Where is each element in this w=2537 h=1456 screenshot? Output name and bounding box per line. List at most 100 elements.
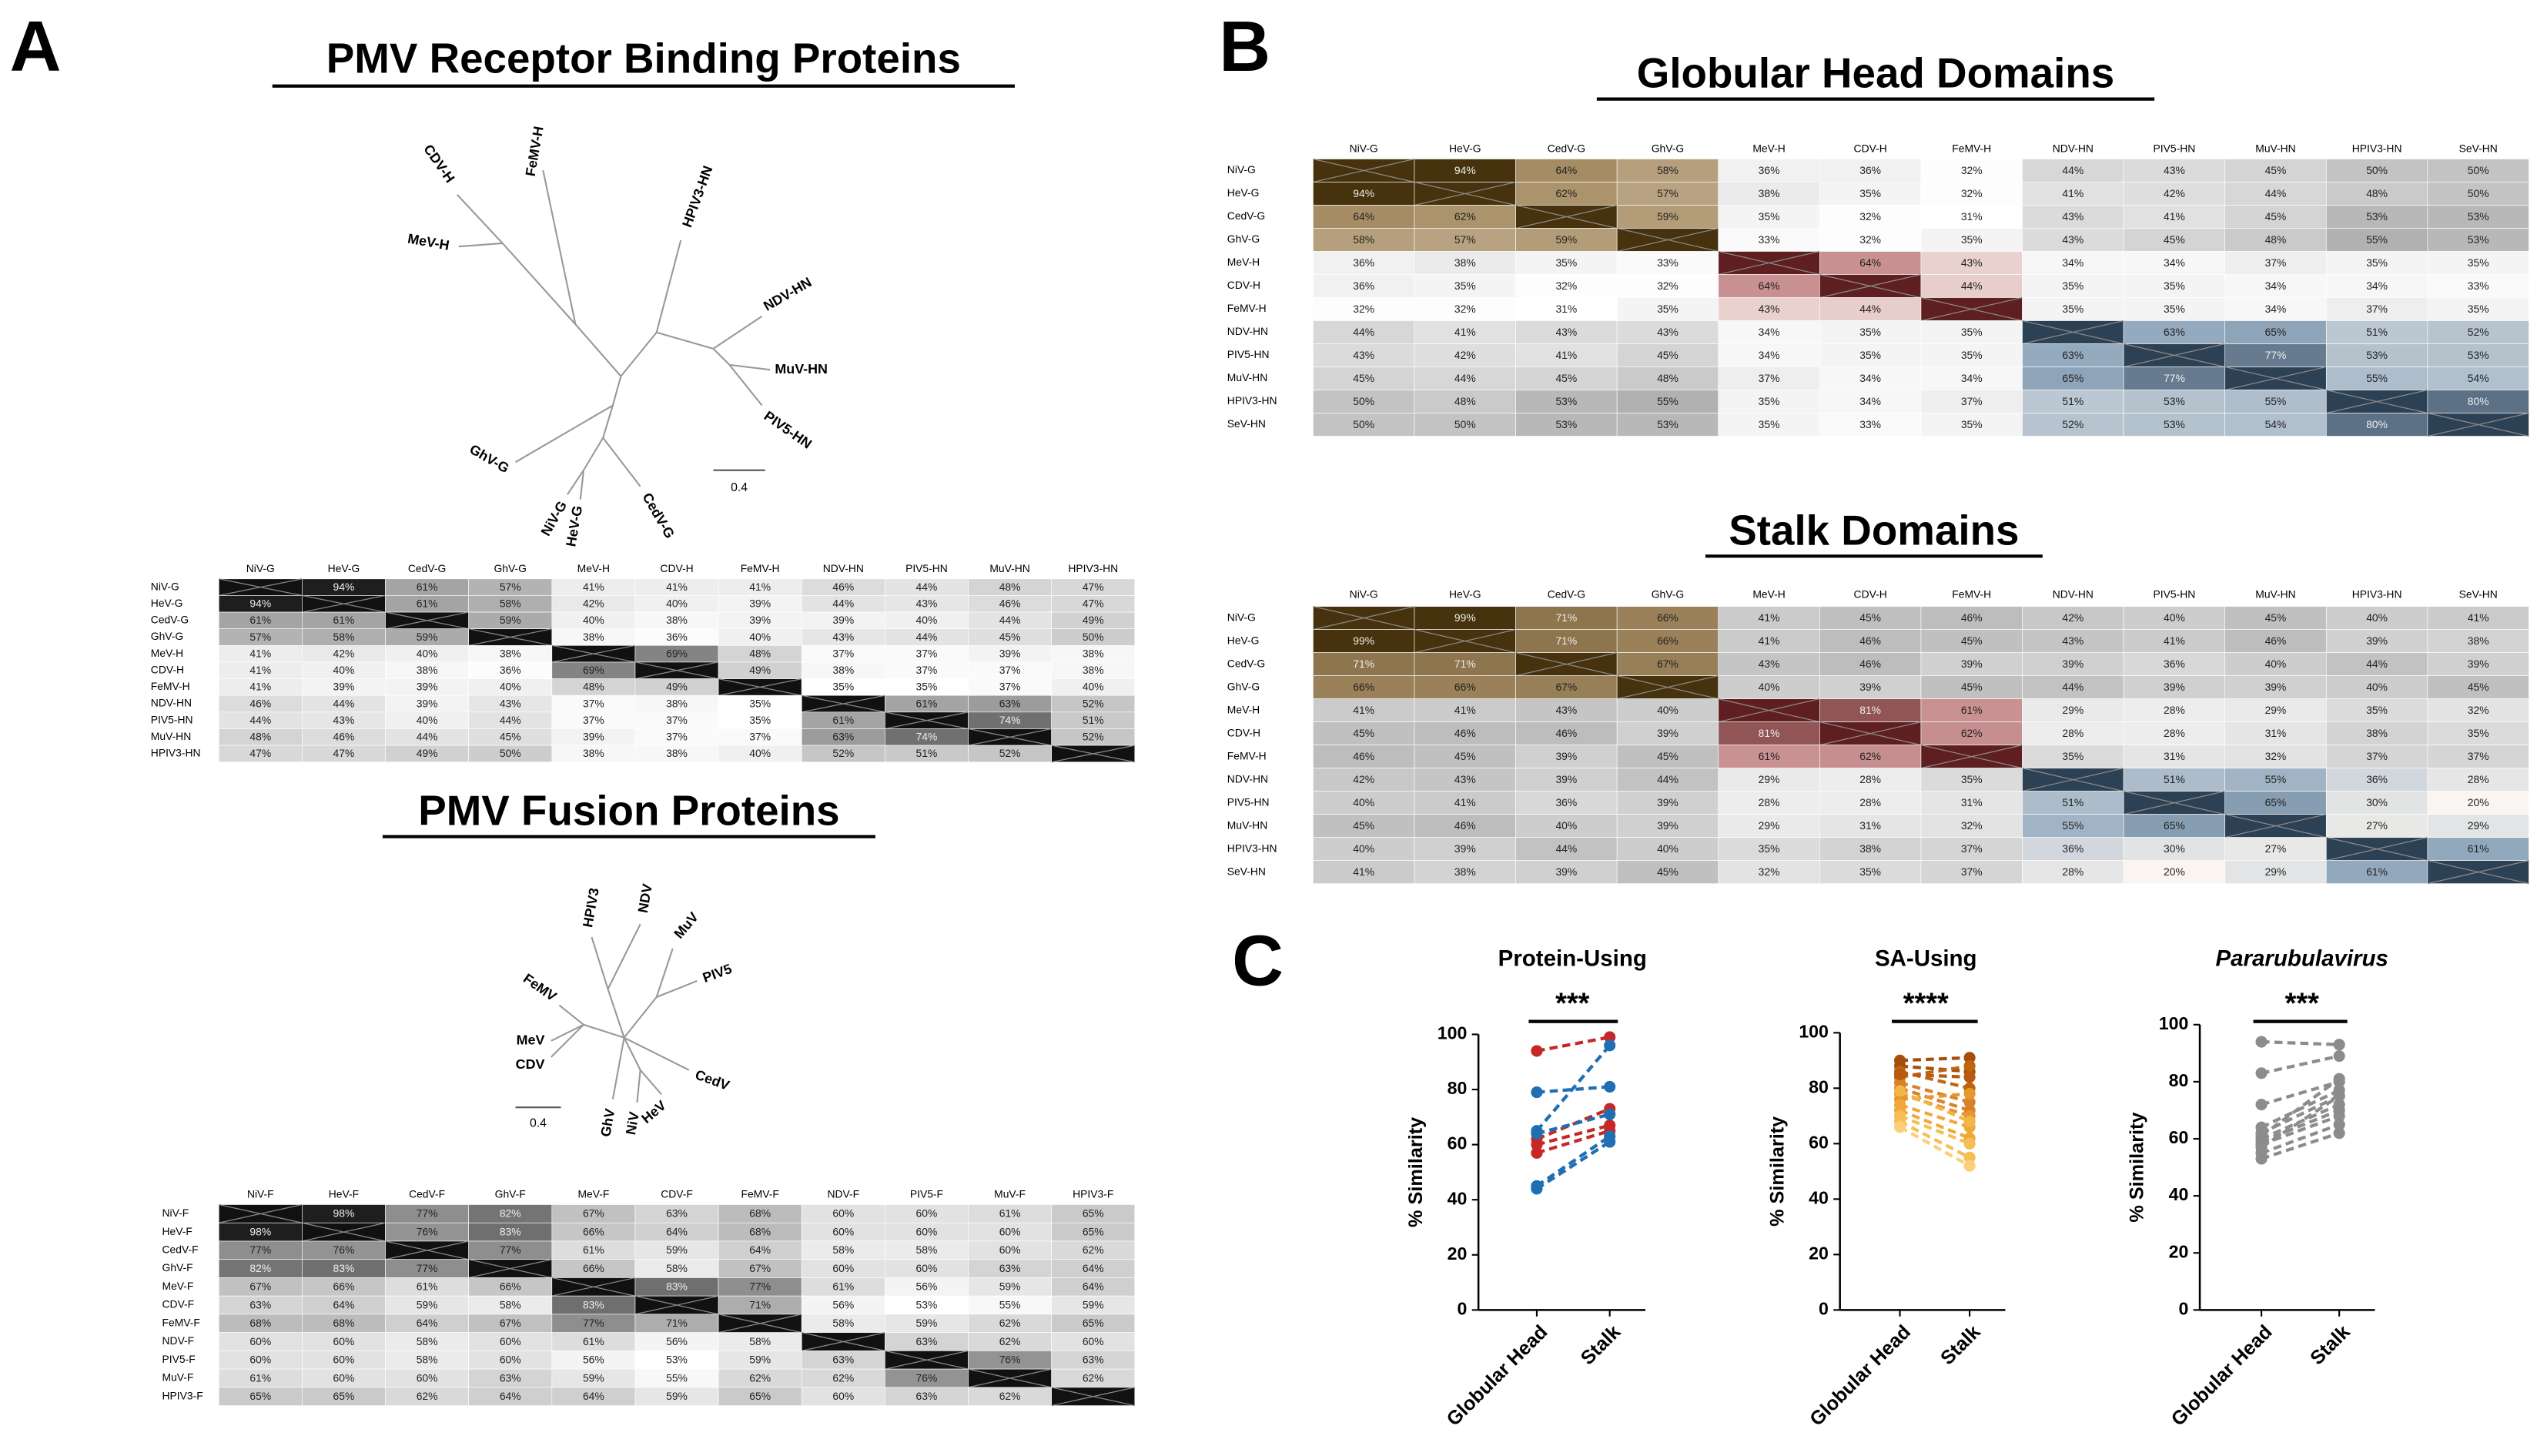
matrix-cell bbox=[2123, 297, 2226, 321]
matrix-cell bbox=[2123, 606, 2226, 630]
matrix-cell bbox=[2123, 652, 2226, 676]
data-point bbox=[1963, 1115, 1976, 1128]
cell-value: 40% bbox=[666, 597, 688, 610]
cell-value: 67% bbox=[1657, 658, 1679, 670]
matrix-cell bbox=[1920, 320, 2023, 344]
matrix-cell bbox=[2022, 745, 2124, 768]
cell-value: 46% bbox=[1454, 727, 1476, 739]
cell-value: 41% bbox=[1759, 611, 1780, 624]
matrix-cell bbox=[2224, 390, 2327, 413]
column-header: MeV-H bbox=[577, 562, 610, 574]
x-tick-label: Globular Head bbox=[1806, 1321, 1915, 1431]
cell-value: 29% bbox=[2265, 865, 2287, 878]
tree-label: HeV bbox=[638, 1097, 669, 1126]
series-line bbox=[1899, 1064, 1970, 1079]
x-tick-label: Globular Head bbox=[2167, 1321, 2277, 1431]
cell-value: 43% bbox=[916, 597, 938, 610]
cell-value: 64% bbox=[1555, 164, 1577, 176]
cell-value: 60% bbox=[999, 1225, 1021, 1237]
cell-value: 45% bbox=[1961, 634, 1983, 647]
cell-value: 38% bbox=[1083, 647, 1104, 659]
matrix-cell bbox=[1920, 205, 2023, 229]
diagonal-cross bbox=[802, 695, 885, 713]
cell-value: 83% bbox=[666, 1280, 688, 1293]
y-axis-label: % Similarity bbox=[1766, 1116, 1788, 1227]
cell-value: 60% bbox=[832, 1390, 854, 1402]
cell-value: 50% bbox=[1454, 418, 1476, 430]
cell-value: 35% bbox=[1859, 187, 1881, 199]
row-label: MuV-HN bbox=[151, 730, 191, 742]
diagonal-cross bbox=[1718, 250, 1820, 276]
matrix-cell bbox=[1718, 629, 1820, 653]
column-header: CDV-H bbox=[660, 562, 693, 574]
cell-value: 34% bbox=[2265, 303, 2287, 315]
cell-value: 43% bbox=[2062, 233, 2083, 246]
row-label: PIV5-F bbox=[162, 1353, 196, 1365]
tree-label: PIV5-HN bbox=[761, 408, 815, 452]
panel-title: PMV Receptor Binding Proteins bbox=[326, 35, 961, 82]
y-tick-label: 0 bbox=[1819, 1298, 1829, 1318]
matrix-cell bbox=[2123, 837, 2226, 861]
cell-value: 35% bbox=[1555, 256, 1577, 269]
matrix-cell bbox=[1718, 159, 1820, 182]
cell-value: 40% bbox=[749, 631, 771, 643]
row-label: CedV-G bbox=[151, 614, 189, 626]
matrix-cell bbox=[1819, 159, 1922, 182]
diagonal-cross bbox=[634, 1295, 719, 1315]
matrix-cell bbox=[1920, 629, 2023, 653]
row-label: MuV-HN bbox=[1227, 371, 1267, 383]
cell-value: 32% bbox=[2468, 704, 2489, 716]
matrix-cell bbox=[1616, 837, 1719, 861]
matrix-cell bbox=[1920, 182, 2023, 206]
cell-value: 62% bbox=[1083, 1243, 1104, 1256]
series-line bbox=[2261, 1109, 2340, 1143]
matrix-cell bbox=[2022, 698, 2124, 722]
cell-value: 67% bbox=[500, 1317, 521, 1329]
matrix-cell bbox=[2427, 367, 2529, 390]
cell-value: 41% bbox=[249, 681, 271, 693]
tree-label: GhV bbox=[597, 1107, 618, 1138]
panel-title: Stalk Domains bbox=[1729, 506, 2019, 554]
cell-value: 38% bbox=[666, 697, 688, 709]
column-header: HeV-F bbox=[329, 1188, 359, 1200]
data-point bbox=[1604, 1031, 1616, 1043]
matrix-cell bbox=[1515, 814, 1618, 838]
matrix-cell bbox=[2325, 320, 2428, 344]
cell-value: 54% bbox=[2265, 418, 2287, 430]
cell-value: 67% bbox=[249, 1280, 271, 1293]
tree-label: HPIV3 bbox=[580, 887, 602, 929]
cell-value: 20% bbox=[2468, 796, 2489, 808]
series-line bbox=[2260, 1077, 2341, 1138]
data-point bbox=[2333, 1049, 2345, 1063]
matrix-cell bbox=[1616, 297, 1719, 321]
y-tick-label: 60 bbox=[1809, 1132, 1829, 1152]
cell-value: 41% bbox=[583, 581, 604, 593]
diagonal-cross bbox=[468, 1259, 552, 1279]
cell-value: 60% bbox=[916, 1262, 938, 1274]
matrix-cell bbox=[1819, 367, 1922, 390]
cell-value: 44% bbox=[2062, 681, 2083, 693]
data-point bbox=[1604, 1136, 1616, 1148]
row-label: PIV5-HN bbox=[1227, 348, 1270, 360]
panel-title: PMV Fusion Proteins bbox=[418, 787, 839, 835]
row-label: HeV-G bbox=[151, 597, 183, 609]
cell-value: 41% bbox=[249, 664, 271, 676]
matrix-cell bbox=[2123, 182, 2226, 206]
diagonal-cross bbox=[2326, 837, 2428, 862]
column-header: MuV-HN bbox=[2255, 142, 2295, 155]
matrix-cell bbox=[2022, 205, 2124, 229]
cell-value: 41% bbox=[249, 647, 271, 659]
cell-value: 32% bbox=[1454, 303, 1476, 315]
matrix-cell bbox=[1616, 182, 1719, 206]
cell-value: 32% bbox=[1961, 164, 1983, 176]
row-label: NiV-G bbox=[1227, 163, 1256, 176]
matrix-cell bbox=[1313, 837, 1415, 861]
chart-title: Pararubulavirus bbox=[2216, 946, 2388, 971]
matrix-cell bbox=[2123, 390, 2226, 413]
cell-value: 64% bbox=[749, 1243, 771, 1256]
matrix-cell bbox=[2427, 837, 2529, 861]
cell-value: 46% bbox=[1859, 634, 1881, 647]
column-header: FeMV-H bbox=[1952, 142, 1991, 155]
series-line bbox=[1899, 1120, 1971, 1160]
cell-value: 40% bbox=[583, 614, 604, 626]
